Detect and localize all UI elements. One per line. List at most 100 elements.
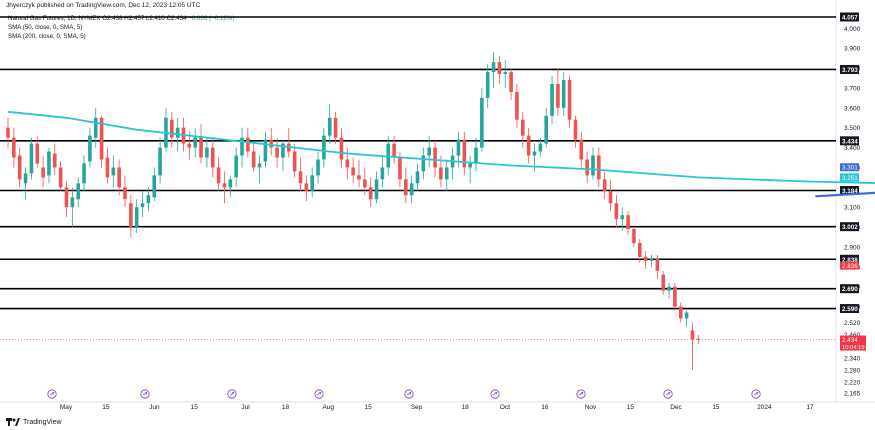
candle-body bbox=[661, 274, 665, 291]
x-tick-label: Dec bbox=[670, 404, 682, 411]
event-marker-arrow bbox=[142, 392, 148, 396]
candle-body bbox=[597, 155, 601, 180]
level-badge bbox=[840, 222, 859, 232]
candle-body bbox=[263, 139, 268, 162]
candle-body bbox=[649, 258, 654, 261]
candle-body bbox=[99, 117, 104, 160]
publisher-line: Jhyerczyk published on TradingView.com, … bbox=[6, 2, 201, 9]
candle-body bbox=[269, 139, 274, 148]
candle-body bbox=[497, 62, 502, 75]
candle-body bbox=[573, 119, 578, 140]
y-tick-label: 2.520 bbox=[844, 320, 861, 327]
x-tick-label: Aug bbox=[322, 404, 334, 411]
level-badge bbox=[840, 254, 859, 264]
x-tick-label: Sep bbox=[411, 404, 423, 411]
candle-body bbox=[275, 147, 279, 158]
candle-body bbox=[591, 155, 595, 176]
candle-body bbox=[93, 117, 98, 138]
candle-body bbox=[602, 179, 607, 192]
level-badge-label: 3.434 bbox=[842, 138, 858, 145]
candle-body bbox=[684, 312, 689, 319]
candle-body bbox=[421, 155, 426, 172]
y-tick-label: 3.900 bbox=[844, 46, 861, 53]
candle-body bbox=[129, 203, 133, 228]
event-marker-arrow bbox=[578, 392, 584, 396]
candle-body bbox=[117, 167, 121, 188]
candle-body bbox=[462, 139, 467, 168]
candle-body bbox=[193, 137, 197, 148]
candle-body bbox=[58, 167, 63, 188]
candle-body bbox=[228, 179, 233, 188]
tradingview-brand: TradingView bbox=[23, 418, 62, 426]
legend-sma200[interactable]: SMA (200, close, 0, SMA, 5) bbox=[8, 33, 86, 40]
candle-body bbox=[521, 119, 525, 136]
candle-body bbox=[47, 151, 51, 176]
x-tick-label: Nov bbox=[585, 404, 597, 411]
candle-body bbox=[322, 135, 326, 160]
candle-body bbox=[41, 167, 45, 178]
price-badge-label: 2.434 bbox=[842, 337, 858, 344]
candle-body bbox=[187, 143, 192, 148]
candle-body bbox=[456, 139, 461, 156]
candle-body bbox=[88, 135, 92, 162]
x-tick-label: Jun bbox=[149, 404, 160, 411]
candle-body bbox=[474, 147, 478, 164]
candle-body bbox=[532, 151, 537, 156]
candle-body bbox=[608, 191, 613, 204]
candle-body bbox=[351, 167, 355, 176]
candle-body bbox=[111, 167, 116, 176]
candle-body bbox=[468, 163, 472, 168]
candle-body bbox=[386, 143, 391, 168]
level-badge-label: 3.793 bbox=[842, 67, 858, 74]
candle-body bbox=[485, 72, 490, 98]
candle-body bbox=[392, 143, 396, 158]
candle-body bbox=[526, 135, 531, 156]
candle-body bbox=[12, 137, 16, 158]
event-marker-arrow bbox=[492, 392, 498, 396]
candle-body bbox=[205, 147, 209, 158]
candle-body bbox=[175, 127, 180, 138]
level-badge bbox=[840, 284, 859, 294]
price-badge bbox=[840, 163, 859, 172]
candle-body bbox=[398, 157, 402, 180]
y-tick-label: 3.400 bbox=[844, 145, 861, 152]
candle-body bbox=[690, 330, 695, 340]
legend-change: −0.003 (−0.12%) bbox=[188, 15, 235, 22]
event-marker-arrow bbox=[665, 392, 671, 396]
level-badge-label: 3.002 bbox=[842, 224, 858, 231]
candle-body bbox=[655, 258, 660, 271]
candle-body bbox=[70, 197, 75, 208]
candle-body bbox=[310, 175, 314, 192]
candle-body bbox=[357, 175, 361, 180]
candle-body bbox=[339, 137, 344, 160]
candle-body bbox=[134, 207, 139, 228]
candle-body bbox=[210, 147, 215, 168]
candle-body bbox=[696, 338, 701, 340]
y-tick-label: 3.700 bbox=[844, 85, 861, 92]
candle-body bbox=[53, 153, 57, 168]
x-tick-label: 18 bbox=[461, 404, 469, 411]
candle-body bbox=[433, 147, 437, 168]
candle-body bbox=[123, 187, 127, 200]
y-tick-label: 3.500 bbox=[844, 125, 861, 132]
candle-body bbox=[17, 155, 22, 180]
candle-body bbox=[82, 163, 86, 184]
candle-body bbox=[556, 83, 560, 108]
candle-body bbox=[561, 79, 566, 108]
legend-sma50[interactable]: SMA (50, close, 0, SMA, 5) bbox=[8, 24, 83, 31]
candle-body bbox=[35, 143, 40, 164]
candle-body bbox=[292, 151, 297, 172]
x-tick-label: 15 bbox=[365, 404, 373, 411]
legend-ohlc: O2.438 H2.457 L2.410 C2.434 bbox=[102, 15, 187, 22]
y-tick-label: 2.460 bbox=[844, 332, 861, 339]
level-badge-label: 3.184 bbox=[842, 188, 858, 195]
price-badge bbox=[840, 261, 859, 270]
candle-body bbox=[152, 175, 157, 198]
candle-body bbox=[170, 119, 174, 138]
candle-body bbox=[380, 167, 385, 180]
candle-body bbox=[29, 143, 34, 174]
candle-body bbox=[579, 139, 584, 160]
legend-symbol: Natural Gas Futures, 1D, NYMEX bbox=[8, 15, 101, 22]
x-tick-label: May bbox=[60, 404, 73, 411]
